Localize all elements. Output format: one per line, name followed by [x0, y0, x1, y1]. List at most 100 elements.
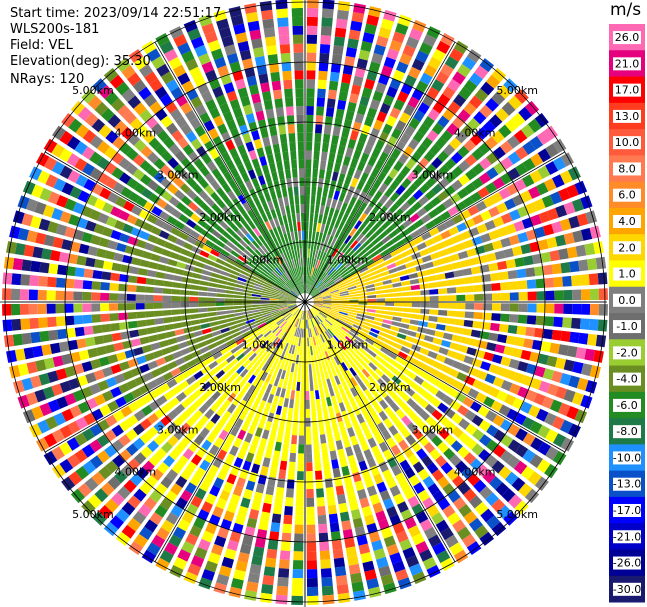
range-gate — [177, 518, 191, 532]
range-gate — [338, 330, 347, 338]
range-gate — [460, 259, 471, 268]
range-gate — [294, 249, 298, 259]
range-gate — [260, 222, 269, 233]
range-gate — [598, 288, 608, 300]
range-gate — [569, 331, 580, 344]
range-gate — [291, 435, 298, 445]
range-gate — [273, 357, 280, 367]
range-gate — [503, 78, 518, 93]
range-gate — [288, 295, 297, 300]
range-gate — [153, 302, 163, 309]
range-gate — [382, 449, 394, 461]
range-gate — [212, 135, 223, 148]
range-gate — [154, 185, 166, 197]
range-gate — [350, 240, 359, 249]
range-gate — [98, 84, 113, 99]
range-gate — [245, 11, 259, 23]
range-gate — [355, 280, 365, 286]
range-gate — [318, 312, 327, 319]
range-gate — [331, 302, 341, 304]
range-gate — [500, 237, 512, 248]
range-gate — [382, 319, 393, 325]
range-gate — [125, 148, 139, 161]
range-gate — [308, 337, 312, 347]
range-gate — [384, 198, 394, 209]
range-gate — [541, 396, 554, 410]
range-gate — [378, 131, 389, 143]
range-gate — [327, 328, 335, 337]
range-gate — [321, 398, 327, 408]
range-gate — [103, 67, 119, 83]
range-gate — [229, 371, 239, 381]
range-gate — [269, 356, 277, 366]
range-gate — [251, 240, 260, 249]
range-gate — [251, 177, 260, 188]
range-gate — [407, 183, 418, 195]
range-gate — [333, 260, 341, 269]
range-gate — [380, 249, 390, 257]
range-gate — [368, 266, 379, 273]
range-gate — [307, 319, 311, 329]
range-gate — [297, 132, 304, 142]
range-gate — [244, 283, 255, 288]
range-gate — [491, 498, 506, 513]
range-gate — [213, 334, 224, 342]
range-gate — [98, 466, 112, 480]
range-gate — [247, 220, 256, 230]
range-gate — [388, 425, 399, 436]
range-gate — [272, 367, 279, 377]
range-gate — [197, 341, 208, 349]
range-gate — [240, 270, 250, 277]
range-gate — [495, 108, 510, 122]
range-gate — [174, 268, 185, 276]
range-gate — [55, 223, 68, 236]
range-gate — [221, 441, 232, 453]
range-gate — [552, 174, 565, 188]
range-gate — [99, 187, 112, 200]
range-gate — [431, 183, 443, 195]
range-gate — [93, 258, 105, 269]
range-gate — [271, 258, 279, 268]
range-gate — [287, 303, 297, 307]
range-gate — [334, 249, 342, 259]
range-gate — [390, 148, 402, 160]
range-gate — [216, 293, 226, 298]
range-gate — [203, 332, 214, 340]
range-gate — [431, 512, 445, 525]
range-gate — [87, 494, 102, 509]
range-gate — [316, 269, 321, 279]
range-gate — [59, 425, 73, 439]
range-gate — [321, 252, 327, 262]
range-gate — [283, 398, 289, 408]
range-gate — [322, 303, 332, 305]
range-gate — [377, 378, 387, 388]
range-gate — [357, 307, 367, 312]
range-gate — [341, 232, 349, 242]
range-gate — [278, 320, 286, 328]
range-gate — [371, 539, 384, 552]
range-gate — [218, 27, 232, 39]
range-gate — [300, 391, 305, 401]
range-gate — [486, 151, 499, 165]
range-gate — [492, 414, 505, 427]
range-gate — [443, 447, 456, 460]
range-gate — [521, 174, 535, 188]
range-gate — [438, 309, 448, 316]
range-gate — [384, 187, 394, 198]
range-gate — [416, 353, 427, 362]
range-gate — [228, 342, 238, 351]
range-gate — [236, 477, 246, 489]
range-gate — [501, 101, 516, 116]
range-gate — [153, 434, 166, 446]
azimuth-spoke — [154, 301, 306, 563]
range-gate — [392, 560, 406, 573]
range-gate — [89, 209, 101, 221]
range-gate — [380, 327, 390, 334]
range-gate — [244, 316, 255, 321]
range-gate — [343, 258, 352, 266]
range-gate — [271, 289, 280, 294]
range-gate — [456, 371, 468, 382]
range-gate — [167, 337, 178, 346]
range-ring-label: 3.00km — [157, 423, 199, 436]
range-gate — [245, 141, 255, 152]
